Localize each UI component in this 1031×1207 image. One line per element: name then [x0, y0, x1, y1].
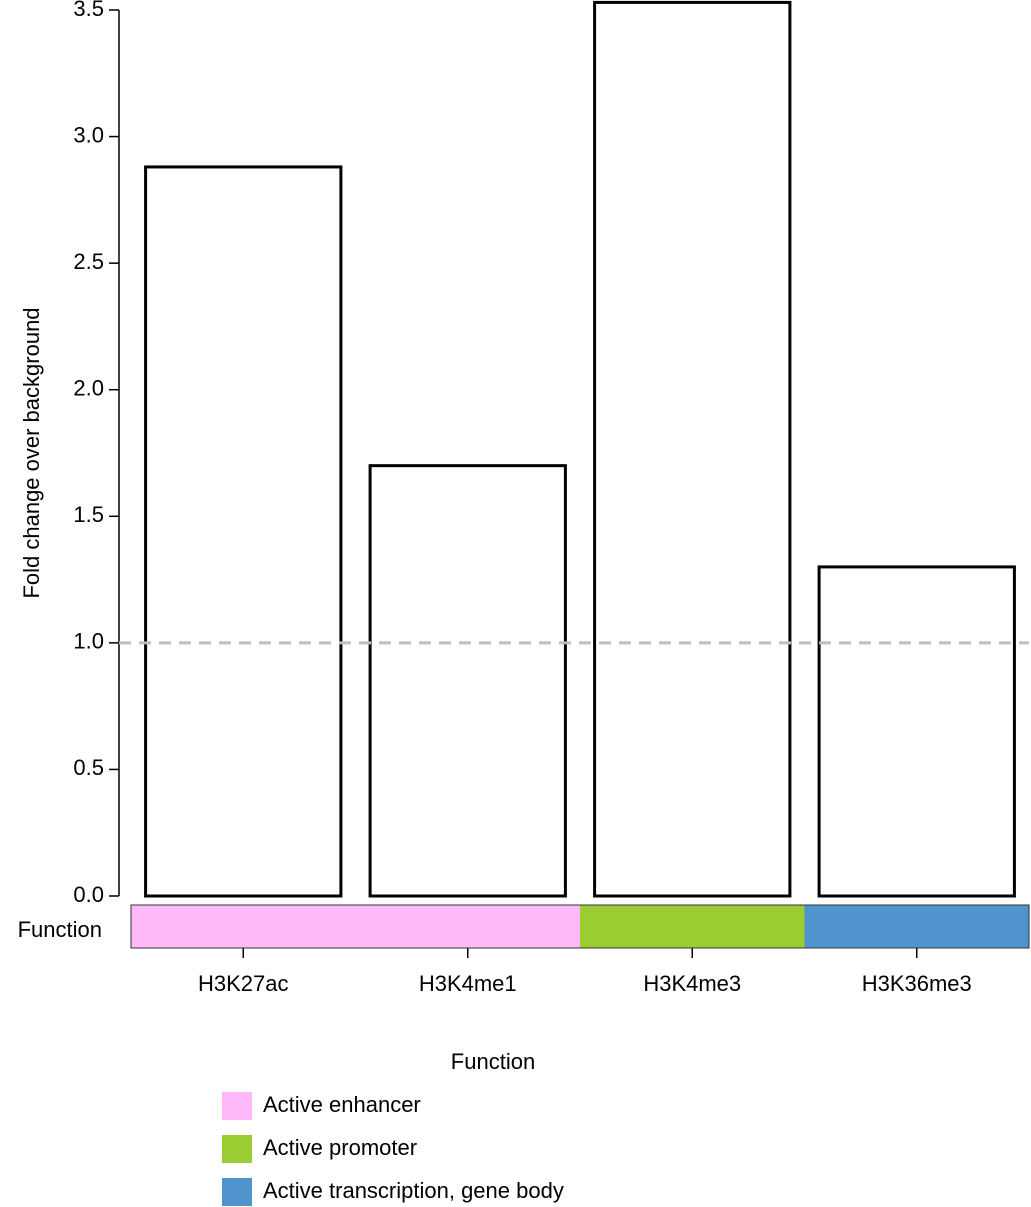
function-cell [131, 905, 356, 948]
bar [593, 0, 792, 898]
y-tick-label: 3.5 [73, 0, 104, 21]
legend-title: Function [451, 1049, 535, 1074]
legend-label: Active promoter [263, 1135, 417, 1160]
y-tick-label: 3.0 [73, 122, 104, 147]
function-cell [580, 905, 805, 948]
bar [817, 565, 1016, 898]
legend-label: Active enhancer [263, 1092, 421, 1117]
function-cell [355, 905, 581, 948]
legend-swatch [222, 1178, 252, 1206]
legend-swatch [222, 1135, 252, 1163]
function-strip-border [130, 904, 1030, 949]
function-cell [804, 905, 1030, 948]
x-tick-label: H3K27ac [198, 971, 289, 996]
legend-label: Active transcription, gene body [263, 1178, 564, 1203]
x-tick-label: H3K4me1 [419, 971, 517, 996]
x-tick-label: H3K4me3 [643, 971, 741, 996]
y-tick-label: 0.5 [73, 755, 104, 780]
y-tick-label: 2.0 [73, 376, 104, 401]
legend-swatch [222, 1092, 252, 1120]
y-tick-label: 0.0 [73, 882, 104, 907]
y-tick-label: 2.5 [73, 249, 104, 274]
bar [368, 464, 567, 898]
y-tick-label: 1.5 [73, 502, 104, 527]
bar [144, 165, 343, 898]
y-tick-label: 1.0 [73, 629, 104, 654]
annotation-label: Function [18, 917, 102, 942]
y-axis-label: Fold change over background [19, 307, 44, 598]
x-tick-label: H3K36me3 [862, 971, 972, 996]
